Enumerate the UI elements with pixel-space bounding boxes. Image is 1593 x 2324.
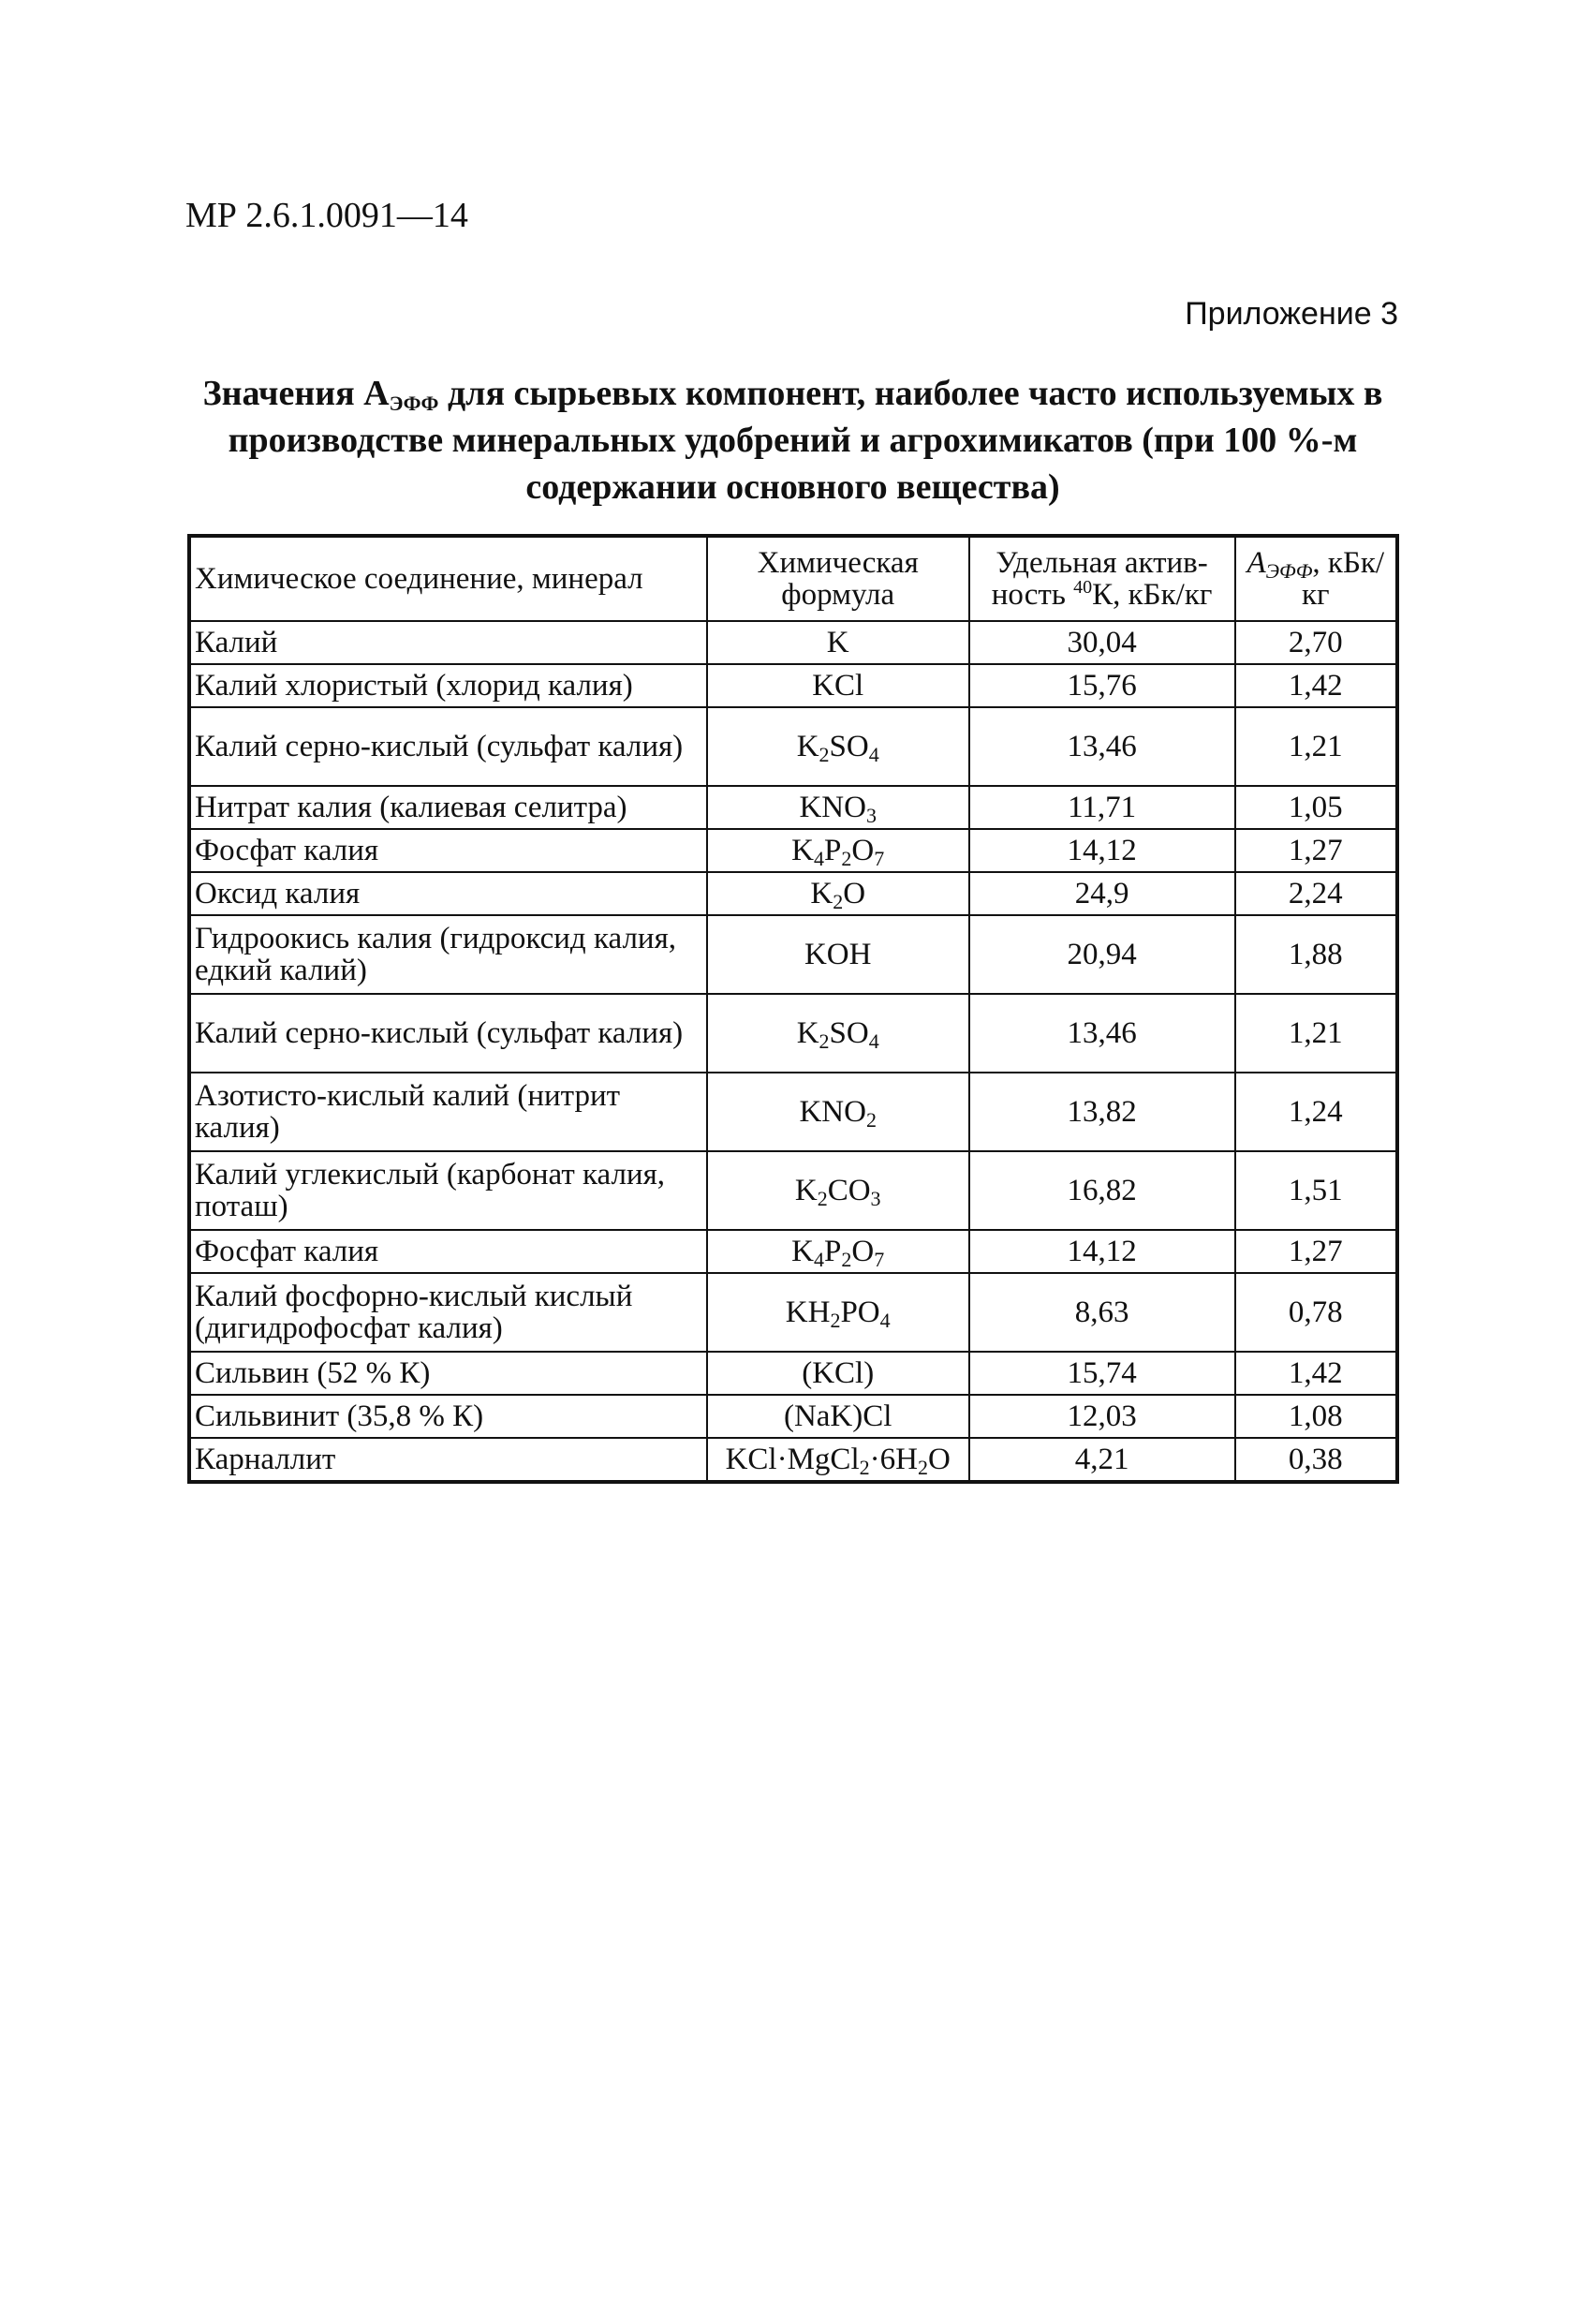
cell-formula: (KCl) (705, 1351, 970, 1396)
header-aeff: АЭФФ, кБк/кг (1233, 535, 1399, 622)
cell-aeff: 1,21 (1233, 993, 1399, 1073)
header-activity: Удельная актив-ность 40К, кБк/кг (967, 535, 1236, 622)
cell-activity: 30,04 (967, 620, 1236, 665)
cell-aeff: 0,78 (1233, 1272, 1399, 1353)
cell-compound: Сильвин (52 % К) (188, 1351, 708, 1396)
cell-activity: 16,82 (967, 1150, 1236, 1231)
cell-compound: Оксид калия (188, 871, 708, 916)
cell-activity: 13,82 (967, 1072, 1236, 1152)
cell-formula: K2SO4 (705, 993, 970, 1073)
cell-activity: 24,9 (967, 871, 1236, 916)
cell-aeff: 1,08 (1233, 1394, 1399, 1439)
table-row: Калий серно-кислый (сульфат калия) K2SO4 1… (188, 993, 1399, 1073)
cell-formula: K (705, 620, 970, 665)
table-row: Фосфат калия K4P2O7 14,12 1,27 (188, 1229, 1399, 1274)
cell-compound: Сильвинит (35,8 % К) (188, 1394, 708, 1439)
cell-aeff: 1,51 (1233, 1150, 1399, 1231)
cell-formula: K2O (705, 871, 970, 916)
table-row: Калий K 30,04 2,70 (188, 620, 1399, 665)
cell-formula: KCl·MgCl2·6H2O (705, 1437, 970, 1483)
header-formula: Химическая формула (705, 535, 970, 622)
table-row: Калий хлористый (хлорид калия) KCl 15,76 1,… (188, 663, 1399, 708)
table-row: Фосфат калия K4P2O7 14,12 1,27 (188, 828, 1399, 873)
cell-formula: KCl (705, 663, 970, 708)
cell-compound: Гидроокись калия (гидроксид калия, едкий… (188, 914, 708, 995)
cell-formula: K4P2O7 (705, 1229, 970, 1274)
cell-aeff: 1,88 (1233, 914, 1399, 995)
cell-formula: KNO2 (705, 1072, 970, 1152)
cell-aeff: 0,38 (1233, 1437, 1399, 1483)
cell-aeff: 1,42 (1233, 663, 1399, 708)
cell-aeff: 1,27 (1233, 1229, 1399, 1274)
cell-aeff: 2,70 (1233, 620, 1399, 665)
table-row: Гидроокись калия (гидроксид калия, едкий… (188, 914, 1399, 995)
cell-formula: KNO3 (705, 785, 970, 830)
title-text-rest: для сырьевых компонент, наиболее часто и… (228, 374, 1383, 507)
cell-aeff: 1,27 (1233, 828, 1399, 873)
title-subscript: ЭФФ (389, 392, 439, 415)
table-row: Сильвин (52 % К) (KCl) 15,74 1,42 (188, 1351, 1399, 1396)
document-number: МР 2.6.1.0091—14 (185, 196, 468, 235)
cell-activity: 14,12 (967, 828, 1236, 873)
cell-activity: 13,46 (967, 993, 1236, 1073)
table-title: Значения АЭФФ для сырьевых компонент, на… (187, 370, 1398, 511)
cell-compound: Фосфат калия (188, 1229, 708, 1274)
cell-compound: Калий фосфорно-кислый кислый (дигидрофос… (188, 1272, 708, 1353)
cell-activity: 14,12 (967, 1229, 1236, 1274)
cell-formula: KOH (705, 914, 970, 995)
cell-compound: Калий (188, 620, 708, 665)
cell-activity: 15,76 (967, 663, 1236, 708)
cell-activity: 20,94 (967, 914, 1236, 995)
cell-aeff: 2,24 (1233, 871, 1399, 916)
header-compound: Химическое соединение, минерал (188, 535, 708, 622)
table-row: Сильвинит (35,8 % К) (NaK)Cl 12,03 1,08 (188, 1394, 1399, 1439)
table-row: Оксид калия K2O 24,9 2,24 (188, 871, 1399, 916)
cell-aeff: 1,05 (1233, 785, 1399, 830)
cell-formula: (NaK)Cl (705, 1394, 970, 1439)
cell-formula: K2SO4 (705, 706, 970, 787)
table-row: Карналлит KCl·MgCl2·6H2O 4,21 0,38 (188, 1437, 1399, 1483)
cell-activity: 15,74 (967, 1351, 1236, 1396)
title-text: Значения А (202, 374, 390, 413)
cell-activity: 12,03 (967, 1394, 1236, 1439)
cell-activity: 4,21 (967, 1437, 1236, 1483)
cell-aeff: 1,24 (1233, 1072, 1399, 1152)
cell-compound: Карналлит (188, 1437, 708, 1483)
cell-activity: 11,71 (967, 785, 1236, 830)
cell-activity: 13,46 (967, 706, 1236, 787)
cell-formula: K4P2O7 (705, 828, 970, 873)
appendix-label: Приложение 3 (1185, 296, 1398, 332)
table-row: Азотисто-кислый калий (нитрит калия) KNO2… (188, 1072, 1399, 1152)
header-row: Химическое соединение, минерал Химическа… (188, 535, 1399, 622)
cell-compound: Калий хлористый (хлорид калия) (188, 663, 708, 708)
table-row: Калий углекислый (карбонат калия, поташ)… (188, 1150, 1399, 1231)
table-row: Нитрат калия (калиевая селитра) KNO3 11,71… (188, 785, 1399, 830)
cell-aeff: 1,21 (1233, 706, 1399, 787)
cell-formula: K2CO3 (705, 1150, 970, 1231)
data-table: Химическое соединение, минерал Химическа… (187, 534, 1399, 1484)
cell-compound: Калий серно-кислый (сульфат калия) (188, 706, 708, 787)
cell-compound: Фосфат калия (188, 828, 708, 873)
cell-activity: 8,63 (967, 1272, 1236, 1353)
table-row: Калий фосфорно-кислый кислый (дигидрофос… (188, 1272, 1399, 1353)
cell-compound: Азотисто-кислый калий (нитрит калия) (188, 1072, 708, 1152)
cell-aeff: 1,42 (1233, 1351, 1399, 1396)
cell-compound: Нитрат калия (калиевая селитра) (188, 785, 708, 830)
table-row: Калий серно-кислый (сульфат калия) K2SO4 1… (188, 706, 1399, 787)
cell-compound: Калий серно-кислый (сульфат калия) (188, 993, 708, 1073)
cell-compound: Калий углекислый (карбонат калия, поташ) (188, 1150, 708, 1231)
cell-formula: KH2PO4 (705, 1272, 970, 1353)
